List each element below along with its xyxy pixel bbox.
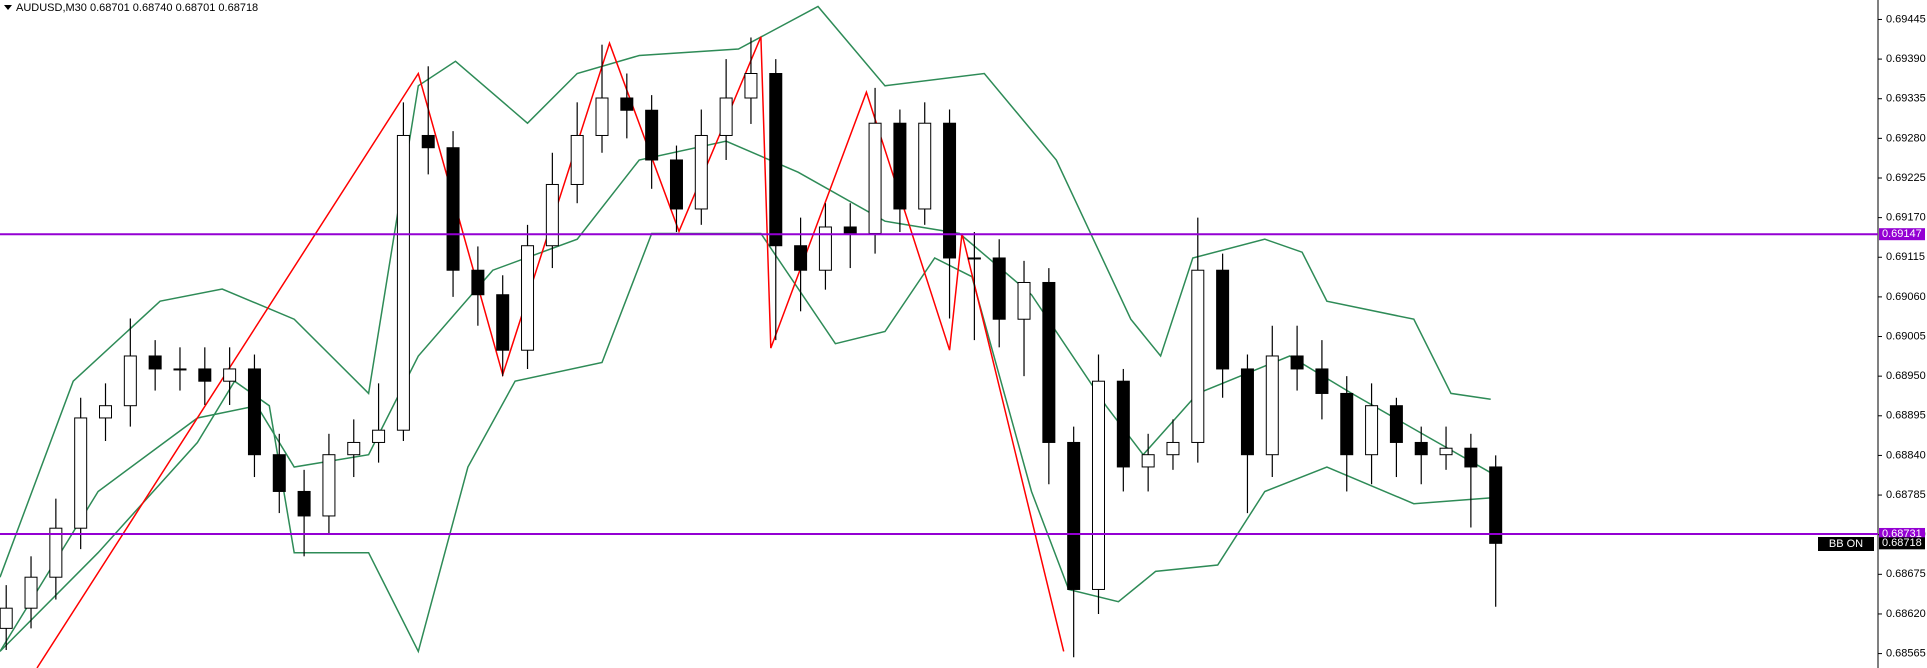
candle-body	[818, 226, 832, 271]
candle-body	[1216, 269, 1230, 370]
y-tick-label: 0.69115	[1886, 251, 1925, 263]
candle-body	[0, 607, 13, 629]
price-label-bg	[1879, 527, 1925, 540]
candle-body	[24, 576, 38, 609]
badge: BB ON	[1829, 538, 1863, 550]
candle-body	[1091, 380, 1105, 590]
candle-body	[74, 417, 88, 529]
candle-body	[719, 97, 733, 136]
candle-body	[372, 429, 386, 443]
y-tick-label: 0.68565	[1886, 647, 1926, 659]
price-label-bg	[1879, 228, 1925, 241]
candle-body	[669, 159, 683, 210]
candle-body	[396, 134, 410, 431]
current-price-bg	[1879, 537, 1925, 550]
y-tick-label: 0.68675	[1886, 568, 1926, 580]
y-tick-label: 0.69225	[1886, 172, 1926, 184]
candle-body	[272, 454, 286, 492]
candle-body	[545, 183, 559, 247]
indicator-line	[36, 36, 1065, 668]
candle-body	[148, 355, 162, 370]
y-tick-label: 0.68840	[1886, 449, 1926, 461]
candle-body	[421, 134, 435, 149]
candle-body	[868, 122, 882, 234]
candle-body	[496, 294, 510, 351]
candle-body	[645, 109, 659, 161]
menu-arrow[interactable]	[4, 5, 12, 10]
candle-body	[794, 245, 808, 271]
indicator-line	[0, 232, 1491, 654]
candle-body	[322, 454, 336, 517]
candle-body	[843, 226, 857, 234]
y-tick-label: 0.68785	[1886, 489, 1926, 501]
candle-body	[347, 441, 361, 456]
candle-body	[1141, 454, 1155, 468]
candle-body	[1116, 380, 1130, 468]
candle-body	[967, 257, 981, 260]
y-tick-label: 0.68620	[1886, 608, 1926, 620]
candle-body	[1017, 281, 1031, 320]
candle-body	[992, 257, 1006, 320]
candle-body	[1315, 368, 1329, 394]
candle-body	[1464, 447, 1478, 468]
candle-body	[1365, 405, 1379, 456]
candle-body	[99, 405, 113, 419]
candle-body	[744, 73, 758, 99]
y-tick-label: 0.69170	[1886, 212, 1926, 224]
candle-body	[173, 368, 187, 371]
y-tick-label: 0.69060	[1886, 291, 1926, 303]
candle-body	[943, 122, 957, 259]
candle-body	[223, 368, 237, 382]
candle-body	[893, 122, 907, 210]
current-price: 0.68718	[1882, 537, 1922, 549]
price-label: 0.69147	[1882, 228, 1922, 240]
candle-body	[1042, 281, 1056, 443]
y-tick-label: 0.69390	[1886, 53, 1926, 65]
candle-body	[446, 147, 460, 271]
y-tick-label: 0.68895	[1886, 410, 1926, 422]
candle-body	[247, 368, 261, 456]
candle-body	[1191, 269, 1205, 443]
candle-body	[570, 134, 584, 185]
candle-body	[471, 269, 485, 296]
candle-body	[1389, 405, 1403, 443]
candle-body	[521, 245, 535, 351]
y-tick-label: 0.69445	[1886, 13, 1926, 25]
candle-body	[1240, 368, 1254, 456]
chart-title: AUDUSD,M30 0.68701 0.68740 0.68701 0.687…	[16, 2, 258, 14]
candle-body	[694, 134, 708, 210]
candle-body	[595, 97, 609, 136]
candle-body	[198, 368, 212, 382]
candle-body	[1414, 441, 1428, 456]
candle-body	[1439, 447, 1453, 456]
badge-bg	[1818, 537, 1874, 551]
y-tick-label: 0.68950	[1886, 370, 1926, 382]
candle-body	[1290, 355, 1304, 370]
price-label: 0.68731	[1882, 528, 1922, 540]
y-tick-label: 0.69335	[1886, 93, 1926, 105]
candle-body	[1340, 392, 1354, 456]
candle-body	[1067, 441, 1081, 590]
candle-body	[123, 355, 137, 407]
candle-body	[769, 73, 783, 247]
y-tick-label: 0.69280	[1886, 132, 1926, 144]
candle-body	[1265, 355, 1279, 456]
candle-body	[297, 490, 311, 517]
candle-body	[620, 97, 634, 111]
y-tick-label: 0.69005	[1886, 330, 1926, 342]
candle-body	[1166, 441, 1180, 456]
candle-body	[1489, 466, 1503, 544]
candle-body	[49, 527, 63, 578]
candle-body	[918, 122, 932, 210]
indicator-line	[0, 5, 1491, 578]
